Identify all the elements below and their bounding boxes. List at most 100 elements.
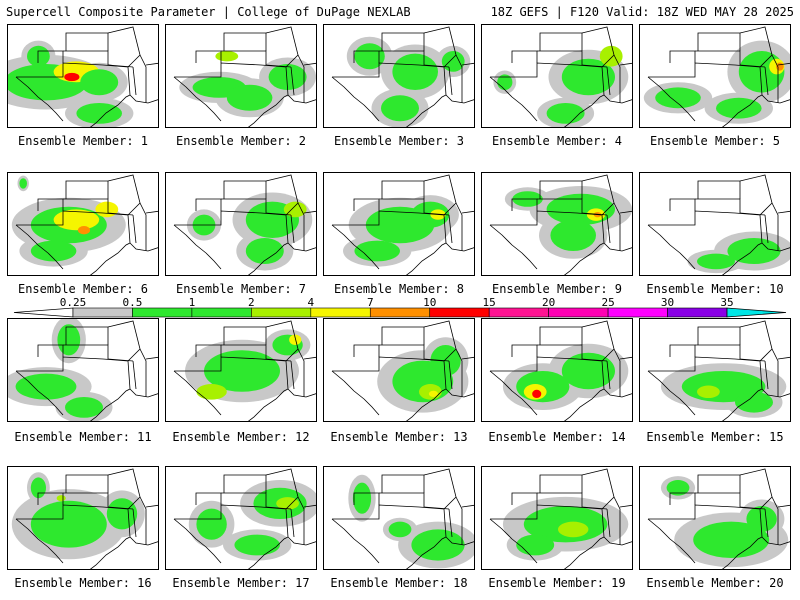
ensemble-panel-20 — [639, 466, 791, 570]
colorbar-tick-label: 15 — [482, 296, 496, 309]
scp-contour-fill — [30, 500, 107, 548]
scp-contour-fill — [352, 482, 372, 514]
map-borders — [173, 26, 316, 127]
scp-contour-fill — [226, 84, 273, 111]
colorbar-segment — [72, 307, 133, 318]
scp-contour-fill — [57, 324, 81, 356]
ensemble-caption-11: Ensemble Member: 11 — [14, 430, 152, 444]
ensemble-map-13 — [331, 320, 474, 421]
ensemble-caption-18: Ensemble Member: 18 — [330, 576, 468, 590]
ensemble-map-5 — [643, 26, 790, 127]
ensemble-panel-15 — [639, 318, 791, 422]
ensemble-map-1 — [8, 26, 158, 127]
scp-contour-fill — [735, 391, 773, 413]
scp-contour-fill — [354, 240, 400, 262]
scp-contour-fill — [283, 201, 307, 218]
ensemble-panel-6 — [7, 172, 159, 276]
scp-contour-fill — [77, 226, 91, 235]
colorbar-right-arrow — [726, 307, 787, 318]
colorbar-segment — [488, 307, 549, 318]
ensemble-caption-12: Ensemble Member: 12 — [172, 430, 310, 444]
map-borders — [173, 174, 316, 275]
colorbar-tick-label: 2 — [248, 296, 255, 309]
ensemble-panel-19 — [481, 466, 633, 570]
scp-contour-fill — [388, 521, 412, 538]
scp-contour-fill — [666, 480, 690, 496]
colorbar-tick-label: 25 — [601, 296, 615, 309]
ensemble-map-14 — [489, 320, 632, 421]
ensemble-panel-12 — [165, 318, 317, 422]
colorbar-tick-label: 35 — [720, 296, 734, 309]
scp-contour-fill — [392, 53, 438, 90]
scp-contour-fill — [546, 103, 585, 124]
ensemble-panel-16 — [7, 466, 159, 570]
scp-contour-fill — [80, 69, 119, 96]
map-borders — [331, 174, 474, 275]
scp-contour-fill — [106, 498, 138, 530]
scp-contour-fill — [776, 62, 784, 71]
ensemble-caption-9: Ensemble Member: 9 — [491, 282, 623, 296]
ensemble-map-8 — [331, 174, 474, 275]
colorbar-tick-label: 7 — [366, 296, 374, 309]
scp-contour-fill — [516, 534, 555, 556]
ensemble-caption-3: Ensemble Member: 3 — [333, 134, 465, 148]
scp-contour-fill — [276, 497, 299, 510]
scp-contour-fill — [546, 193, 615, 225]
scp-contour-fill — [693, 521, 770, 558]
ensemble-panel-8 — [323, 172, 475, 276]
scp-contour-fill — [441, 51, 465, 72]
colorbar-tick-label: 0.5 — [122, 296, 143, 309]
ensemble-map-15 — [647, 320, 790, 421]
ensemble-map-9 — [489, 174, 632, 275]
map-borders — [647, 468, 790, 569]
ensemble-panel-5 — [639, 24, 791, 128]
map-borders — [489, 26, 632, 127]
map-borders — [15, 320, 158, 421]
ensemble-caption-20: Ensemble Member: 20 — [646, 576, 784, 590]
colorbar-segment — [548, 307, 609, 318]
ensemble-map-17 — [173, 468, 316, 569]
map-borders — [647, 320, 790, 421]
scp-contour-fill — [716, 97, 762, 119]
scp-contour-fill — [15, 373, 77, 400]
colorbar-tick-label: 20 — [542, 296, 556, 309]
scp-contour-fill — [697, 385, 720, 399]
ensemble-caption-16: Ensemble Member: 16 — [14, 576, 152, 590]
scp-contour-fill — [56, 495, 66, 502]
map-borders — [489, 468, 632, 569]
ensemble-map-6 — [11, 174, 158, 275]
scp-contour-fill — [746, 506, 777, 532]
ensemble-caption-7: Ensemble Member: 7 — [175, 282, 307, 296]
map-borders — [15, 26, 158, 127]
scp-contour-fill — [76, 103, 122, 124]
scp-contour-fill — [599, 45, 623, 67]
scp-contour-fill — [550, 219, 596, 251]
map-borders — [15, 468, 158, 569]
ensemble-caption-10: Ensemble Member: 10 — [646, 282, 784, 296]
ensemble-panel-9 — [481, 172, 633, 276]
ensemble-panel-10 — [639, 172, 791, 276]
scp-contour-fill — [697, 253, 735, 270]
scp-contour-fill — [19, 178, 27, 189]
ensemble-map-4 — [489, 26, 632, 127]
scp-contour-fill — [234, 534, 280, 556]
ensemble-panel-17 — [165, 466, 317, 570]
scp-contour-fill — [27, 45, 50, 67]
colorbar-segment — [251, 307, 312, 318]
ensemble-caption-4: Ensemble Member: 4 — [491, 134, 623, 148]
map-borders — [331, 320, 474, 421]
ensemble-map-3 — [331, 26, 474, 127]
ensemble-map-11 — [8, 319, 158, 421]
map-borders — [489, 320, 632, 421]
colorbar-segment — [191, 307, 252, 318]
map-borders — [173, 320, 316, 421]
ensemble-panel-3 — [323, 24, 475, 128]
map-borders — [331, 26, 474, 127]
scp-contour-fill — [196, 384, 227, 400]
ensemble-caption-14: Ensemble Member: 14 — [488, 430, 626, 444]
ensemble-map-16 — [11, 468, 158, 569]
ensemble-map-18 — [331, 468, 474, 569]
ensemble-caption-13: Ensemble Member: 13 — [330, 430, 468, 444]
scp-contour-fill — [53, 209, 100, 231]
colorbar-tick-label: 10 — [423, 296, 437, 309]
